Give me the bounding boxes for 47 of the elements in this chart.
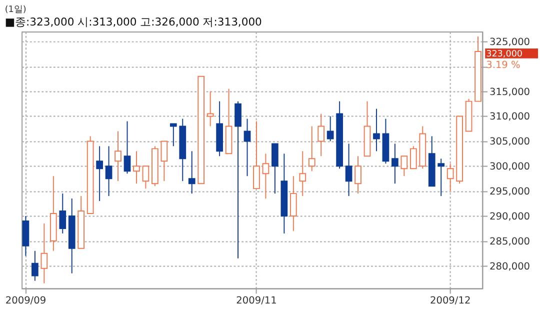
candlestick <box>410 146 417 170</box>
y-tick-label: 305,000 <box>490 136 530 148</box>
candlestick <box>253 120 260 190</box>
x-tick-label: 2009/12 <box>430 295 471 306</box>
chart-title: (1일) <box>4 4 26 15</box>
candlestick <box>105 146 112 197</box>
candlestick <box>96 146 103 202</box>
y-tick-label: 310,000 <box>490 112 530 123</box>
y-tick-label: 325,000 <box>490 36 530 48</box>
y-tick-label: 290,000 <box>490 211 530 222</box>
candlestick <box>290 176 297 232</box>
candlestick <box>234 100 242 259</box>
candlestick <box>438 158 445 197</box>
candlestick <box>244 118 251 177</box>
candlestick <box>318 113 325 157</box>
candlestick <box>308 126 316 172</box>
candlestick <box>446 163 454 192</box>
candlestick <box>32 250 38 282</box>
candlestick <box>142 166 150 190</box>
candlestick <box>262 153 270 200</box>
candlestick <box>170 123 177 147</box>
candlestick <box>206 90 214 127</box>
y-tick-label: 280,000 <box>490 261 530 272</box>
candlestick <box>114 130 122 182</box>
candlestick <box>160 140 168 182</box>
candlestick <box>124 120 131 174</box>
candlestick <box>392 143 398 184</box>
y-tick-label: 285,000 <box>490 236 530 248</box>
text: 3.19 % <box>486 60 520 72</box>
candlestick <box>326 116 334 142</box>
x-tick-label: 2009/11 <box>236 295 277 306</box>
chart-subtitle: ■종:323,000 시:313,000 고:326,000 저:313,000 <box>4 16 262 29</box>
candlestick <box>272 143 278 194</box>
y-tick-label: 300,000 <box>490 162 530 173</box>
candlestick <box>373 108 380 152</box>
candlestick <box>133 150 140 184</box>
candlestick <box>354 156 362 194</box>
candlestick <box>400 156 408 177</box>
candlestick <box>188 150 196 194</box>
x-tick-label: 2009/09 <box>5 295 46 306</box>
candlestick <box>299 150 306 197</box>
y-tick-label: 315,000 <box>490 86 530 98</box>
text: 323,000 <box>486 49 523 60</box>
candlestick <box>345 143 352 197</box>
y-tick-label: 295,000 <box>490 186 530 198</box>
candlestick <box>40 222 48 284</box>
candlestick <box>59 193 66 234</box>
